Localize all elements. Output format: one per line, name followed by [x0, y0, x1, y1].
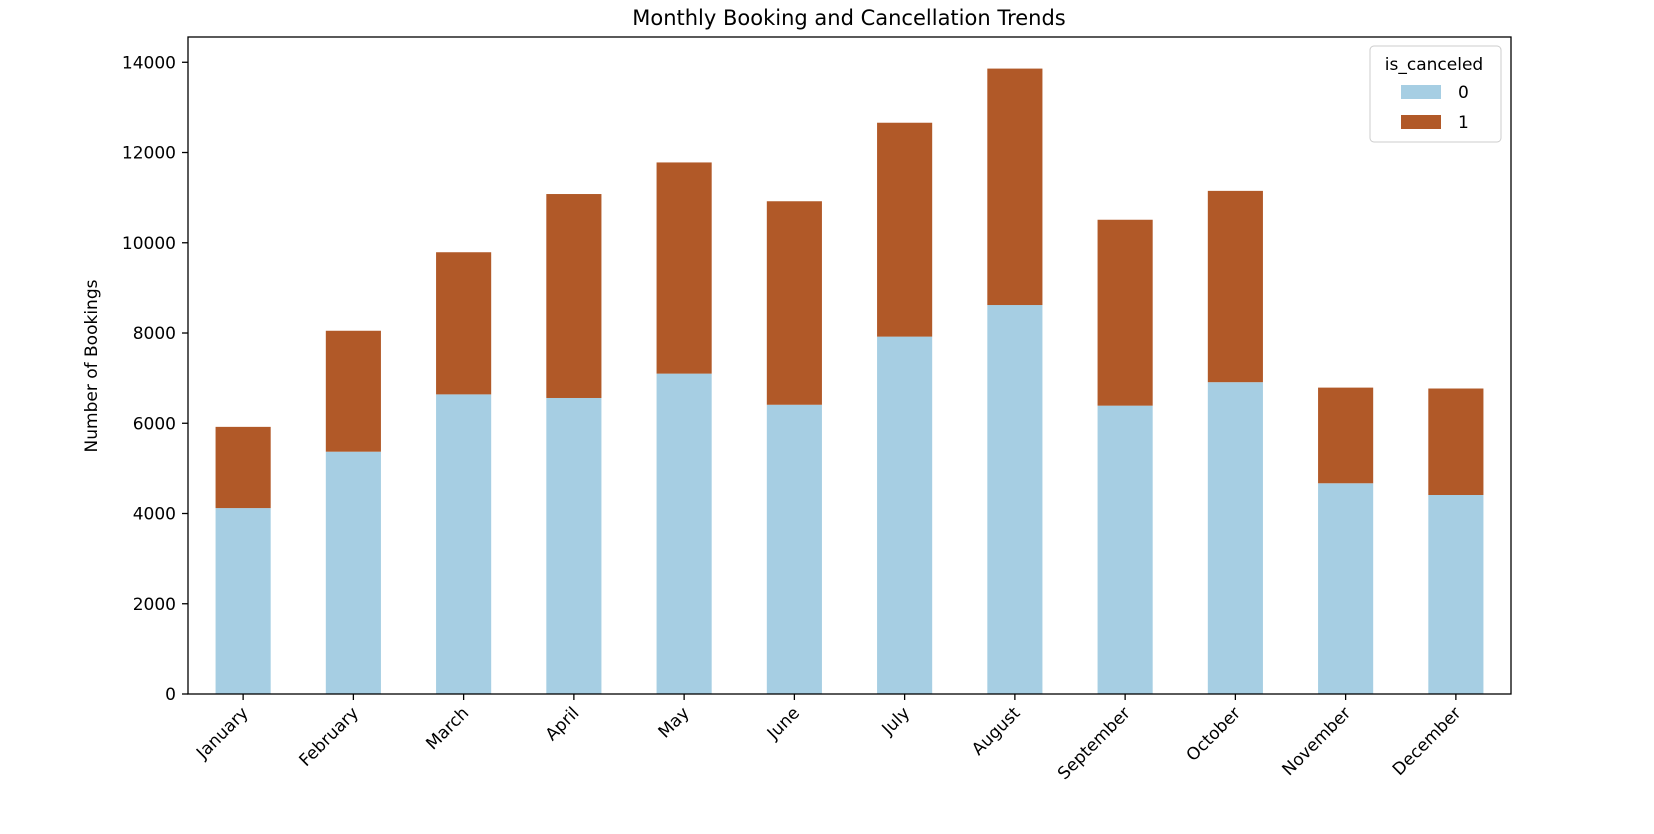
bar-july-series-1: [877, 122, 933, 337]
bar-november-series-1: [1318, 387, 1374, 484]
bar-march-series-0: [436, 394, 492, 694]
bar-november-series-0: [1318, 483, 1374, 694]
bar-april-series-0: [546, 397, 602, 694]
legend-swatch-1: [1401, 115, 1441, 129]
y-tick-label: 10000: [122, 234, 176, 254]
x-tick-label: October: [1183, 703, 1245, 765]
x-tick-label: April: [542, 703, 584, 745]
chart-title: Monthly Booking and Cancellation Trends: [632, 6, 1066, 30]
x-tick-label: July: [878, 703, 914, 739]
plot-frame: [187, 36, 1512, 695]
bars-layer: [215, 68, 1484, 694]
x-tick-label: November: [1278, 703, 1355, 780]
y-axis: 0 2000 4000 6000 8000 10000 12000 14000: [122, 53, 188, 705]
bar-may-series-1: [656, 162, 712, 374]
bar-february-series-0: [325, 451, 381, 694]
bar-october-series-0: [1207, 382, 1263, 694]
legend-label-1: 1: [1458, 113, 1469, 133]
y-tick-label: 6000: [133, 414, 176, 434]
y-tick-label: 4000: [133, 505, 176, 525]
x-tick-label: February: [295, 703, 362, 770]
y-tick-label: 0: [165, 685, 176, 705]
x-axis: January February March April May June July Augu…: [192, 694, 1465, 784]
x-tick-label: September: [1054, 703, 1135, 784]
legend-swatch-0: [1401, 85, 1441, 99]
x-tick-label: August: [968, 703, 1024, 759]
y-tick-label: 2000: [133, 595, 176, 615]
y-axis-label: Number of Bookings: [82, 279, 102, 452]
x-tick-label: January: [192, 703, 252, 763]
bar-june-series-0: [766, 404, 822, 694]
x-tick-label: March: [422, 703, 473, 754]
y-tick-label: 12000: [122, 144, 176, 164]
bar-april-series-1: [546, 194, 602, 398]
bar-august-series-0: [987, 305, 1043, 694]
bar-january-series-0: [215, 508, 271, 694]
bar-may-series-0: [656, 373, 712, 694]
x-tick-label: May: [655, 703, 694, 742]
bar-december-series-1: [1428, 388, 1484, 496]
legend: is_canceled 0 1: [1369, 45, 1502, 143]
bar-june-series-1: [766, 201, 822, 405]
x-tick-label: June: [763, 703, 804, 744]
bar-july-series-0: [877, 336, 933, 694]
legend-label-0: 0: [1458, 83, 1469, 103]
y-tick-label: 8000: [133, 324, 176, 344]
bar-december-series-0: [1428, 495, 1484, 694]
bar-march-series-1: [436, 252, 492, 395]
bar-september-series-0: [1097, 405, 1153, 694]
bar-january-series-1: [215, 426, 271, 509]
bar-september-series-1: [1097, 219, 1153, 406]
bar-october-series-1: [1207, 190, 1263, 383]
bar-august-series-1: [987, 68, 1043, 306]
legend-title: is_canceled: [1385, 55, 1483, 75]
x-tick-label: December: [1389, 703, 1465, 779]
bar-february-series-1: [325, 330, 381, 452]
y-tick-label: 14000: [122, 53, 176, 73]
